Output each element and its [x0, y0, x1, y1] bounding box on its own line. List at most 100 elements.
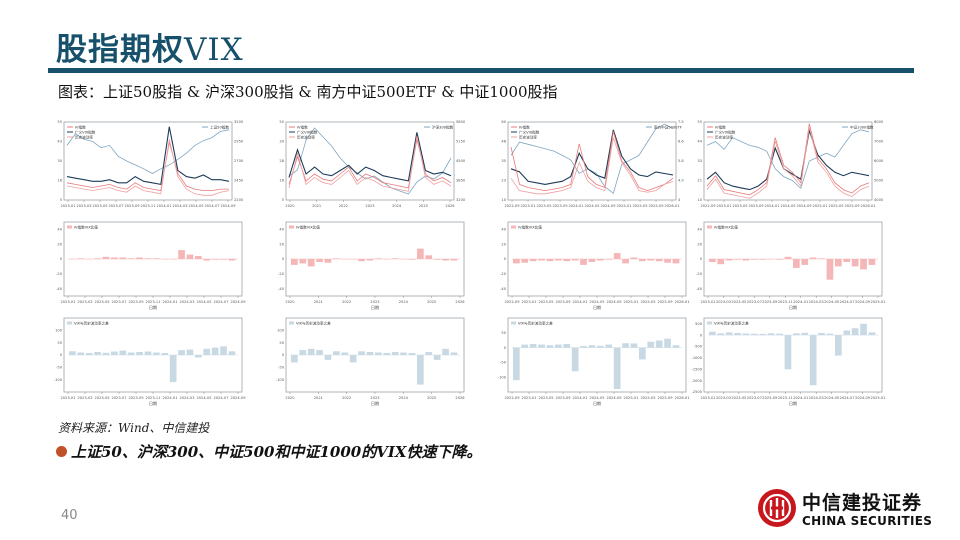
- svg-text:50: 50: [279, 120, 284, 124]
- svg-text:日期: 日期: [789, 400, 797, 406]
- svg-text:IV指数: IV指数: [519, 124, 530, 129]
- svg-text:日期: 日期: [593, 400, 601, 406]
- svg-text:2023-11: 2023-11: [140, 204, 155, 208]
- svg-text:2023: 2023: [370, 396, 379, 400]
- svg-text:IV指数VIX比值: IV指数VIX比值: [296, 224, 320, 229]
- svg-text:2023-01: 2023-01: [60, 300, 75, 304]
- svg-text:2024-09: 2024-09: [855, 300, 871, 304]
- svg-text:VIX与历史波动率之差: VIX与历史波动率之差: [296, 320, 331, 325]
- svg-text:日期: 日期: [593, 304, 601, 310]
- svg-text:历史波动率: 历史波动率: [75, 134, 93, 139]
- svg-text:2025-05: 2025-05: [828, 204, 843, 208]
- svg-text:2024-05: 2024-05: [188, 204, 203, 208]
- svg-text:2023-11: 2023-11: [778, 396, 793, 400]
- svg-text:100: 100: [277, 329, 285, 333]
- svg-text:2026-01: 2026-01: [664, 204, 679, 208]
- svg-text:-1000: -1000: [692, 356, 703, 360]
- svg-text:0: 0: [504, 346, 507, 350]
- svg-text:2022-09: 2022-09: [504, 204, 520, 208]
- svg-text:40: 40: [279, 228, 284, 232]
- svg-text:21: 21: [697, 179, 702, 183]
- svg-text:2023-05: 2023-05: [92, 204, 107, 208]
- svg-text:2023-09: 2023-09: [762, 300, 778, 304]
- svg-text:2024: 2024: [399, 300, 409, 304]
- svg-text:2023-09: 2023-09: [555, 300, 571, 304]
- svg-text:-100: -100: [276, 378, 285, 382]
- svg-text:2025-01: 2025-01: [870, 300, 885, 304]
- svg-text:2024-05: 2024-05: [584, 204, 599, 208]
- svg-text:2700: 2700: [234, 159, 244, 163]
- svg-text:55: 55: [697, 120, 702, 124]
- svg-text:2024-03: 2024-03: [179, 396, 194, 400]
- svg-text:20: 20: [57, 242, 62, 246]
- svg-text:2024-01: 2024-01: [572, 396, 587, 400]
- svg-text:50: 50: [501, 331, 506, 335]
- svg-text:5: 5: [60, 198, 62, 202]
- svg-text:-2000: -2000: [692, 379, 703, 383]
- svg-text:2026: 2026: [445, 204, 455, 208]
- svg-text:500: 500: [695, 322, 703, 326]
- svg-text:2024-09: 2024-09: [220, 204, 236, 208]
- svg-text:0: 0: [60, 353, 63, 357]
- svg-text:16: 16: [279, 179, 284, 183]
- svg-text:10: 10: [697, 198, 702, 202]
- chart-sse50-iv-diff: 2023-01 2023-03 2023-05 2023-07 2023-09 2023-…: [48, 218, 248, 310]
- svg-text:2023-07: 2023-07: [108, 204, 123, 208]
- svg-text:2022: 2022: [342, 396, 351, 400]
- svg-text:2024-03: 2024-03: [172, 204, 187, 208]
- svg-text:广义VIX指数: 广义VIX指数: [715, 129, 736, 134]
- svg-text:2025-01: 2025-01: [812, 204, 827, 208]
- svg-text:55: 55: [57, 120, 62, 124]
- svg-text:2023-05: 2023-05: [94, 300, 109, 304]
- svg-text:35: 35: [501, 159, 506, 163]
- svg-text:2024-05: 2024-05: [824, 300, 839, 304]
- svg-text:2022-09: 2022-09: [504, 300, 520, 304]
- svg-text:广义VIX指数: 广义VIX指数: [297, 129, 318, 134]
- svg-text:5000: 5000: [874, 179, 884, 183]
- svg-text:-20: -20: [696, 272, 703, 276]
- svg-text:2023-05: 2023-05: [731, 300, 746, 304]
- svg-text:2023-03: 2023-03: [716, 300, 731, 304]
- chart-csi1000-hv-diff: 2023-01 2023-03 2023-05 2023-07 2023-09 2023-…: [688, 314, 888, 406]
- logo-text-en: CHINA SECURITIES: [802, 514, 933, 528]
- svg-text:2025-01: 2025-01: [870, 396, 885, 400]
- svg-text:2024-01: 2024-01: [162, 300, 177, 304]
- svg-text:2025-09: 2025-09: [844, 204, 860, 208]
- svg-text:日期: 日期: [371, 400, 379, 406]
- svg-text:2024-07: 2024-07: [204, 204, 219, 208]
- svg-text:2023-03: 2023-03: [77, 396, 92, 400]
- svg-text:广义VIX指数: 广义VIX指数: [519, 129, 540, 134]
- svg-text:3200: 3200: [456, 198, 466, 202]
- svg-text:28: 28: [279, 159, 284, 163]
- svg-text:2023-05: 2023-05: [732, 204, 747, 208]
- title-rule: [48, 68, 914, 73]
- svg-text:2020: 2020: [285, 300, 295, 304]
- svg-text:2023-05: 2023-05: [731, 396, 746, 400]
- svg-text:2025: 2025: [427, 396, 436, 400]
- svg-text:2023-11: 2023-11: [145, 396, 160, 400]
- svg-text:2026: 2026: [455, 300, 465, 304]
- svg-text:-100: -100: [498, 375, 507, 379]
- svg-text:0: 0: [282, 353, 285, 357]
- chart-csi500-iv-diff: 2022-09 2023-01 2023-05 2023-09 2024-01 2024-…: [492, 218, 692, 310]
- svg-text:2023-07: 2023-07: [111, 396, 126, 400]
- svg-text:10: 10: [501, 198, 506, 202]
- svg-text:2023-05: 2023-05: [94, 396, 109, 400]
- svg-text:2023-05: 2023-05: [538, 300, 553, 304]
- svg-text:IV指数VIX比值: IV指数VIX比值: [518, 224, 542, 229]
- chart-csi1000-iv-diff: 2023-01 2023-03 2023-05 2023-07 2023-09 2023-…: [688, 218, 888, 310]
- svg-text:2024-09: 2024-09: [606, 300, 622, 304]
- svg-text:-1500: -1500: [692, 367, 703, 371]
- svg-text:2024-01: 2024-01: [572, 300, 587, 304]
- svg-text:2200: 2200: [234, 198, 244, 202]
- svg-text:VIX与历史波动率之差: VIX与历史波动率之差: [74, 320, 109, 325]
- svg-text:2023-09: 2023-09: [552, 204, 568, 208]
- svg-text:-40: -40: [278, 287, 285, 291]
- svg-text:2023-03: 2023-03: [76, 204, 91, 208]
- svg-text:2023: 2023: [365, 204, 374, 208]
- chart-csi300-vix: 2020 2021 2022 2023 2024 2025 2026 5 3200 16 3850 2…: [270, 118, 470, 210]
- svg-text:20: 20: [501, 242, 506, 246]
- chart-csi500-hv-diff: 2022-09 2023-01 2023-05 2023-09 2024-01 2024-…: [492, 314, 692, 406]
- svg-text:2024-09: 2024-09: [230, 396, 246, 400]
- svg-text:2023-01: 2023-01: [700, 396, 715, 400]
